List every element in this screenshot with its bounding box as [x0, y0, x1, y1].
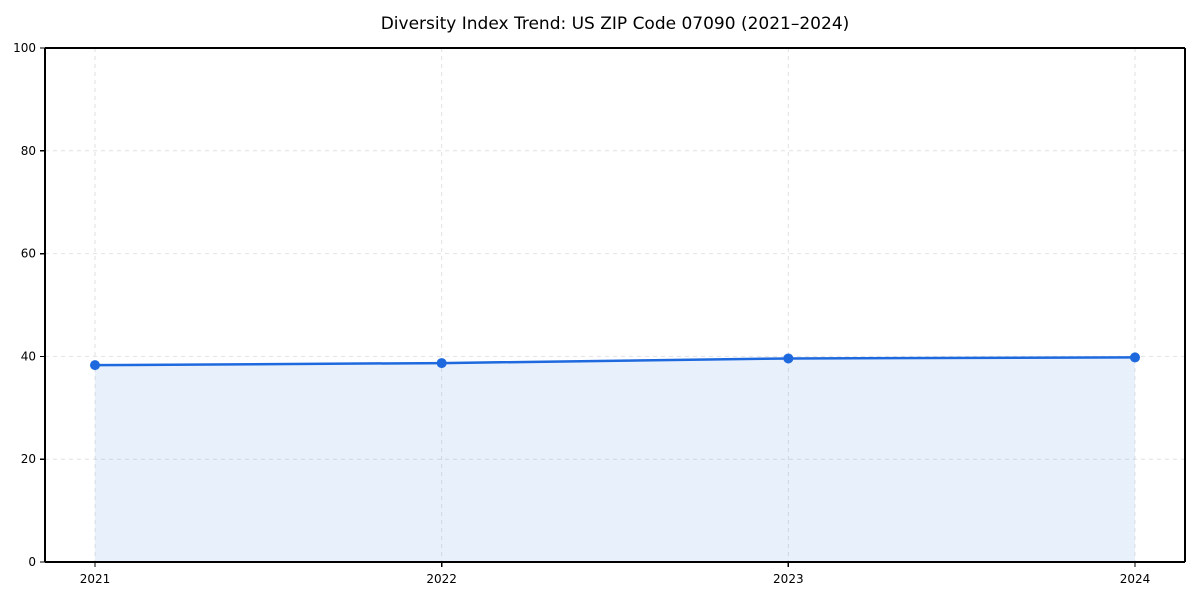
data-point	[1130, 352, 1140, 363]
area-fill	[95, 357, 1135, 562]
x-tick-label: 2022	[426, 572, 457, 586]
data-point	[90, 360, 100, 371]
trend-line	[93, 356, 1137, 367]
tick-layer: 0 20 40 60 80 100 2021 2022 2023 2024	[13, 41, 1150, 586]
y-tick-label: 100	[13, 41, 36, 55]
data-point	[436, 358, 447, 369]
x-tick-label: 2021	[80, 572, 111, 586]
data-point	[783, 353, 794, 364]
y-tick-label: 0	[28, 555, 36, 569]
x-tick-label: 2024	[1120, 572, 1151, 586]
y-tick-label: 40	[21, 349, 36, 363]
x-tick-label: 2023	[773, 572, 804, 586]
series-layer	[90, 352, 1140, 562]
axes-layer	[44, 47, 1186, 563]
y-tick-label: 60	[21, 247, 36, 261]
chart-title: Diversity Index Trend: US ZIP Code 07090…	[381, 14, 850, 34]
y-tick-label: 80	[21, 144, 36, 158]
y-tick-label: 20	[21, 452, 36, 466]
